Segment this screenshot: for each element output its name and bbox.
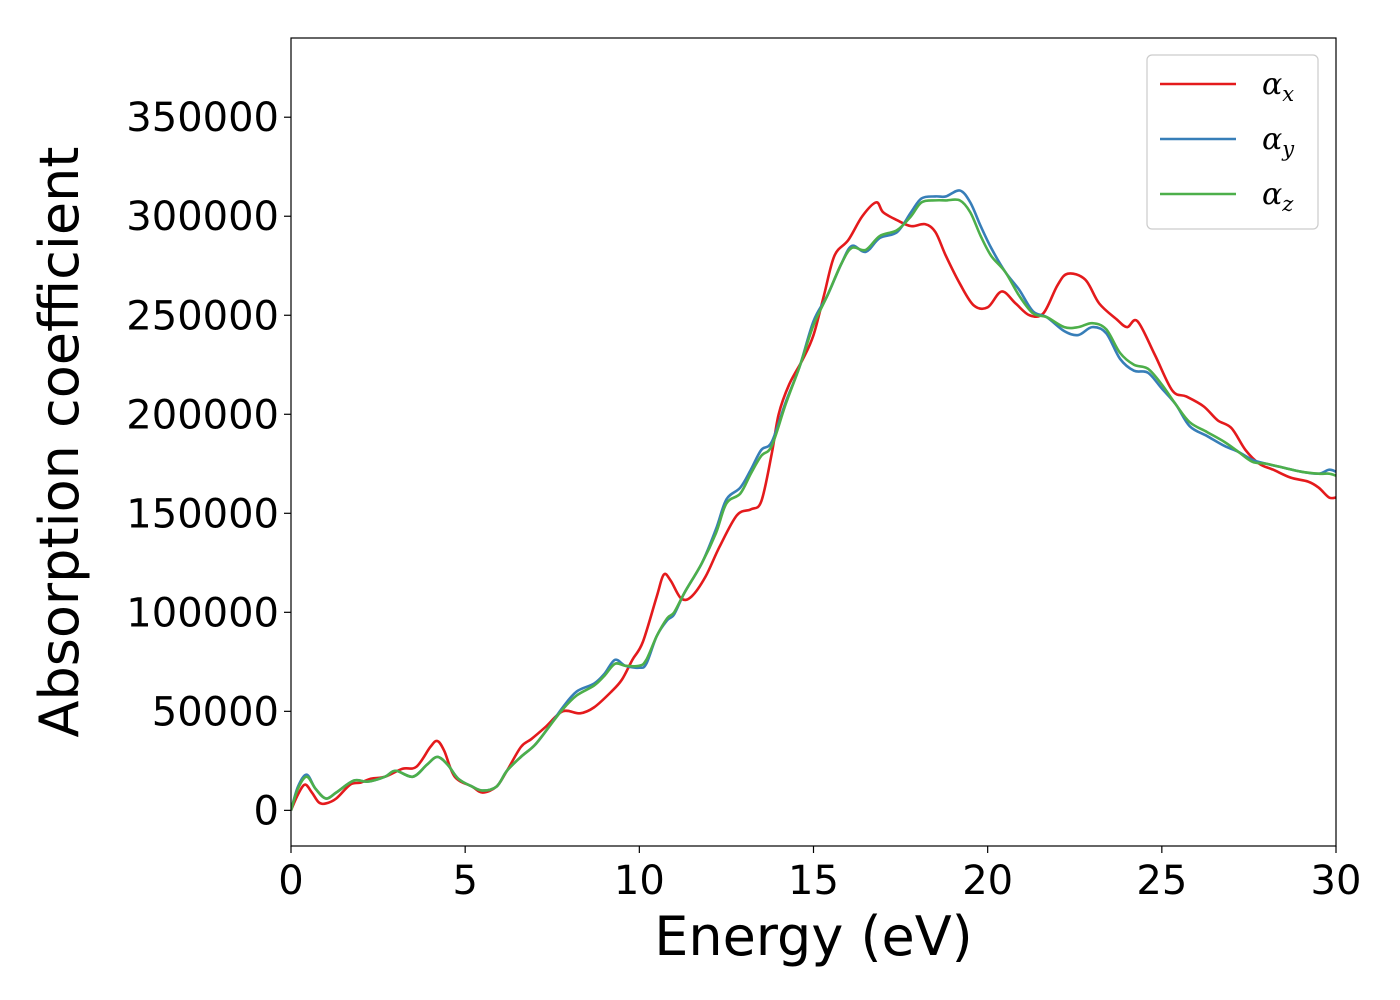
legend-label-alpha-x: αx: [1262, 67, 1294, 106]
y-tick-label: 200000: [126, 392, 279, 438]
x-tick-label: 25: [1136, 858, 1187, 904]
y-tick-label: 100000: [126, 590, 279, 636]
x-tick-label: 10: [614, 858, 665, 904]
legend-label-alpha-y: αy: [1262, 122, 1295, 161]
legend-label-alpha-z: αz: [1262, 177, 1294, 216]
x-tick-label: 0: [278, 858, 303, 904]
x-tick-label: 20: [962, 858, 1013, 904]
series-line-alpha-z: [291, 198, 1336, 811]
series-layer: [291, 189, 1336, 811]
y-axis-ticks: 0 50000 100000 150000 200000 250000 300000 3500…: [126, 95, 291, 834]
y-tick-label: 300000: [126, 194, 279, 240]
x-tick-label: 5: [452, 858, 477, 904]
series-line-alpha-x: [291, 201, 1336, 811]
legend: αx αy αz: [1146, 54, 1319, 230]
x-axis-label: Energy (eV): [654, 905, 973, 968]
x-tick-label: 15: [788, 858, 839, 904]
y-axis-label: Absorption coefficient: [28, 147, 91, 738]
x-axis-ticks: 0 5 10 15 20 25 30: [278, 846, 1361, 904]
legend-box: [1146, 54, 1319, 230]
x-tick-label: 30: [1311, 858, 1362, 904]
y-tick-label: 250000: [126, 293, 279, 339]
y-tick-label: 50000: [152, 689, 279, 735]
y-tick-label: 350000: [126, 95, 279, 141]
y-tick-label: 0: [254, 788, 279, 834]
y-tick-label: 150000: [126, 491, 279, 537]
